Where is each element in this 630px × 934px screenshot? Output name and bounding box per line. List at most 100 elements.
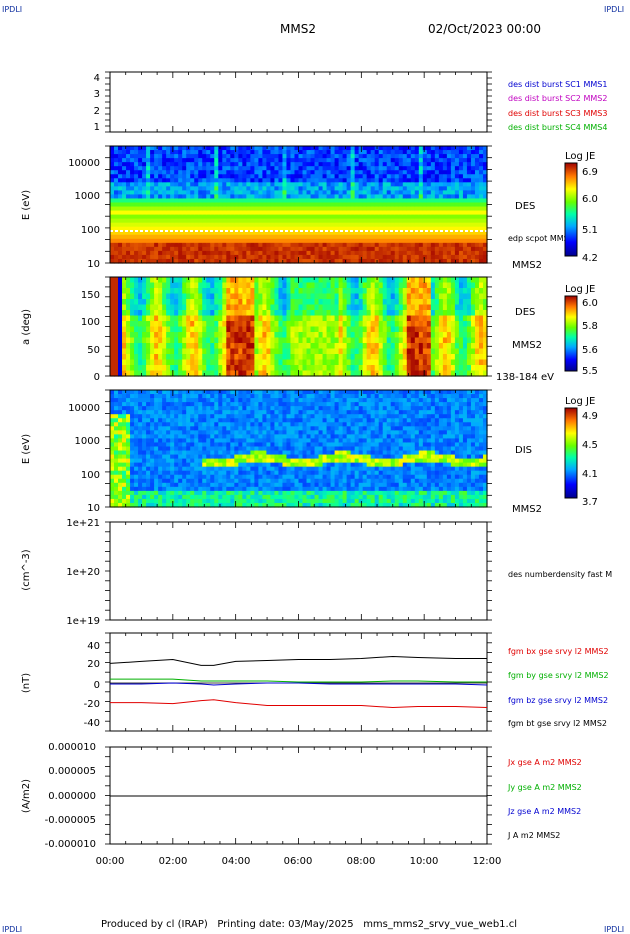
- des-energy-cell: [130, 174, 135, 179]
- des-energy-cell: [282, 198, 288, 204]
- des-energy-cell: [458, 186, 464, 191]
- dis-energy-cell: [130, 390, 135, 395]
- des-energy-cell: [382, 146, 388, 151]
- des-pitch-cell: [246, 310, 251, 317]
- des-pitch-cell: [266, 315, 272, 322]
- des-pitch-cell: [426, 348, 432, 355]
- des-energy-cell: [398, 150, 404, 155]
- des-energy-cell: [194, 202, 199, 208]
- des-pitch-cell: [302, 337, 308, 344]
- des-pitch-cell: [338, 293, 344, 300]
- des-energy-cell: [354, 174, 360, 179]
- des-energy-cell: [338, 258, 344, 264]
- dis-energy-cell: [146, 398, 151, 403]
- des-pitch-cell: [202, 299, 207, 306]
- des-pitch-cell: [290, 365, 296, 372]
- des-pitch-cell: [466, 310, 472, 317]
- des-energy-cell: [318, 162, 324, 167]
- des-pitch-cell: [430, 288, 436, 295]
- des-pitch-cell: [450, 310, 456, 317]
- des-energy-cell: [470, 178, 476, 183]
- des-pitch-cell: [338, 370, 344, 377]
- des-pitch-cell: [290, 359, 296, 366]
- des-pitch-cell: [362, 277, 368, 284]
- des-energy-cell: [250, 234, 255, 240]
- des-energy-cell: [462, 242, 468, 248]
- des-energy-cell: [462, 206, 468, 212]
- des-energy-cell: [162, 234, 167, 240]
- des-energy-cell: [414, 206, 420, 212]
- des-pitch-cell: [258, 288, 264, 295]
- des-energy-cell: [294, 202, 300, 208]
- des-energy-cell: [126, 154, 131, 159]
- des-energy-cell: [278, 158, 284, 163]
- dis-energy-cell: [182, 398, 187, 403]
- des-pitch-cell: [166, 354, 171, 361]
- des-pitch-cell: [198, 315, 203, 322]
- des-energy-cell: [386, 258, 392, 264]
- des-pitch-cell: [206, 299, 211, 306]
- des-energy-cell: [334, 258, 340, 264]
- dis-energy-cell: [130, 442, 135, 448]
- des-energy-cell: [350, 202, 356, 208]
- des-energy-cell: [458, 226, 464, 232]
- des-pitch-cell: [202, 365, 207, 372]
- des-energy-cell: [326, 254, 332, 260]
- des-energy-cell: [338, 242, 344, 248]
- des-energy-cell: [314, 150, 320, 155]
- des-pitch-cell: [478, 354, 484, 361]
- des-energy-cell: [218, 174, 223, 179]
- des-pitch-cell: [194, 304, 199, 311]
- des-energy-cell: [310, 222, 316, 228]
- dis-energy-cell: [114, 478, 119, 484]
- des-energy-cell: [342, 158, 348, 163]
- des-energy-cell: [182, 222, 187, 228]
- des-energy-cell: [474, 146, 480, 151]
- des-energy-cell: [166, 202, 171, 208]
- dis-energy-cell: [118, 502, 123, 508]
- des-energy-cell: [238, 258, 243, 264]
- dis-energy-cell: [122, 434, 127, 440]
- des-energy-cell: [270, 202, 276, 208]
- des-energy-cell: [150, 206, 155, 212]
- des-energy-cell: [418, 194, 424, 200]
- des-energy-cell: [354, 238, 360, 244]
- dis-energy-cell: [142, 418, 147, 423]
- des-energy-cell: [346, 214, 352, 220]
- des-energy-cell: [470, 202, 476, 208]
- des-energy-cell: [354, 254, 360, 260]
- des-energy-cell: [186, 254, 191, 260]
- des-energy-cell: [214, 250, 219, 256]
- dis-energy-cell: [170, 470, 175, 476]
- des-pitch-cell: [458, 343, 464, 350]
- des-energy-cell: [358, 178, 364, 183]
- des-energy-cell: [282, 230, 288, 236]
- des-pitch-cell: [374, 332, 380, 339]
- des-pitch-cell: [258, 359, 264, 366]
- des-pitch-cell: [302, 359, 308, 366]
- des-pitch-cell: [202, 321, 207, 328]
- des-energy-cell: [330, 198, 336, 204]
- des-energy-cell: [294, 198, 300, 204]
- des-pitch-cell: [198, 293, 203, 300]
- des-pitch-cell: [462, 354, 468, 361]
- des-pitch-cell: [354, 370, 360, 377]
- des-energy-cell: [238, 166, 243, 171]
- dis-energy-cell: [154, 422, 159, 427]
- des-pitch-cell: [474, 348, 480, 355]
- des-pitch-cell: [334, 343, 340, 350]
- des-pitch-cell: [422, 370, 428, 377]
- des-energy-cell: [330, 206, 336, 212]
- dis-energy-cell: [158, 502, 163, 508]
- des-energy-cell: [334, 254, 340, 260]
- des-energy-cell: [374, 254, 380, 260]
- des-pitch-cell: [310, 315, 316, 322]
- dis-energy-cell: [142, 446, 147, 452]
- des-energy-cell: [334, 146, 340, 151]
- des-energy-cell: [258, 154, 264, 159]
- des-energy-cell: [110, 166, 115, 171]
- des-pitch-cell: [186, 359, 191, 366]
- dis-energy-cell: [134, 422, 139, 427]
- des-pitch-cell: [186, 304, 191, 311]
